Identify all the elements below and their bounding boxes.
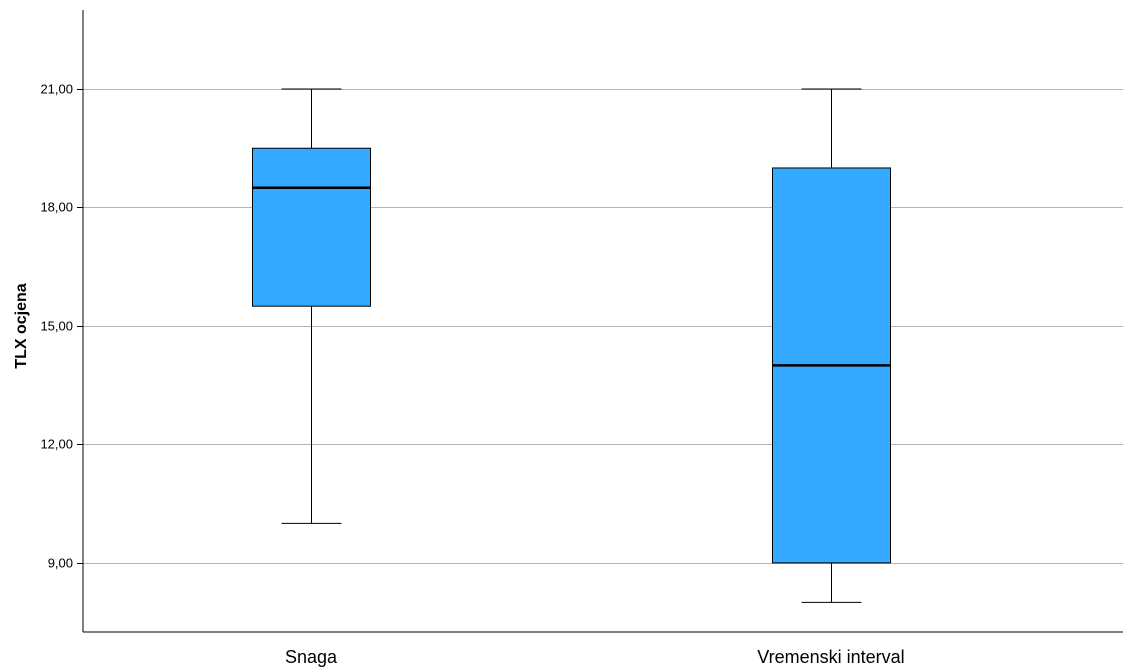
box-group [772,88,891,603]
y-axis-title: TLX ocjena [13,283,30,368]
y-tick-labels: 9,00 12,00 15,00 18,00 21,00 [40,82,83,571]
y-tick-label: 12,00 [40,437,73,452]
grid-lines [83,89,1123,564]
y-tick-label: 9,00 [48,556,73,571]
x-category-label: Vremenski interval [757,647,904,667]
x-category-labels: Snaga Vremenski interval [285,647,905,667]
y-tick-label: 18,00 [40,200,73,215]
y-tick-label: 15,00 [40,319,73,334]
box-group [252,88,371,524]
iqr-box [252,147,371,307]
x-category-label: Snaga [285,647,338,667]
boxes [252,88,891,603]
y-tick-label: 21,00 [40,82,73,97]
